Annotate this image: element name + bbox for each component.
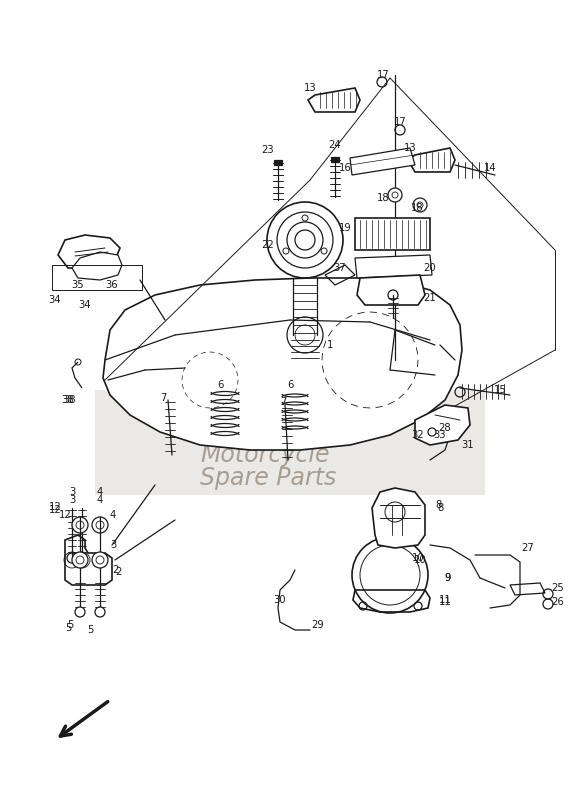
Text: 13: 13 [304, 83, 316, 93]
Text: 22: 22 [262, 240, 274, 250]
Text: 10: 10 [412, 553, 424, 563]
Text: 17: 17 [394, 117, 406, 127]
Text: 34: 34 [79, 300, 91, 310]
Text: 19: 19 [339, 223, 351, 233]
Text: 4: 4 [97, 487, 103, 497]
Text: 30: 30 [274, 595, 286, 605]
Polygon shape [65, 535, 112, 585]
Polygon shape [350, 148, 415, 175]
Polygon shape [510, 583, 545, 595]
Circle shape [75, 607, 85, 617]
Text: 28: 28 [439, 423, 451, 433]
Circle shape [95, 607, 105, 617]
Circle shape [413, 198, 427, 212]
Text: 24: 24 [329, 140, 341, 150]
Text: 37: 37 [334, 263, 346, 273]
Text: Motorcycle: Motorcycle [200, 443, 329, 467]
Polygon shape [103, 278, 462, 450]
Text: 31: 31 [461, 440, 474, 450]
Polygon shape [357, 275, 425, 305]
Polygon shape [58, 235, 120, 268]
Text: 1: 1 [327, 340, 333, 350]
Text: 12: 12 [58, 510, 71, 520]
Polygon shape [415, 405, 470, 445]
Text: 35: 35 [72, 280, 85, 290]
Circle shape [92, 517, 108, 533]
Text: 7: 7 [280, 397, 286, 407]
Text: 12: 12 [49, 502, 61, 512]
Bar [95, 390, 485, 495]
Text: 32: 32 [412, 430, 424, 440]
Text: 2: 2 [115, 567, 121, 577]
Text: 34: 34 [49, 295, 61, 305]
Text: 5: 5 [67, 620, 73, 630]
Text: 9: 9 [445, 573, 451, 583]
Text: 2: 2 [112, 565, 118, 575]
Text: 11: 11 [439, 595, 452, 605]
Bar [355, 218, 430, 250]
Text: 6: 6 [287, 380, 293, 390]
Text: 3: 3 [69, 495, 75, 505]
Circle shape [72, 552, 88, 568]
Text: 21: 21 [424, 293, 437, 303]
Text: 8: 8 [437, 503, 443, 513]
Text: MSP: MSP [200, 392, 343, 448]
Text: 16: 16 [339, 163, 351, 173]
Circle shape [388, 188, 402, 202]
Text: 6: 6 [217, 380, 223, 390]
Text: 11: 11 [439, 597, 452, 607]
Text: 5: 5 [65, 623, 71, 633]
Text: 25: 25 [552, 583, 565, 593]
Text: 3: 3 [69, 487, 75, 497]
Text: 10: 10 [413, 555, 426, 565]
Text: 12: 12 [49, 505, 61, 515]
Circle shape [72, 517, 88, 533]
Text: 38: 38 [62, 395, 74, 405]
Text: 18: 18 [377, 193, 389, 203]
Bar [52, 265, 142, 290]
Text: 20: 20 [424, 263, 437, 273]
Text: Spare Parts: Spare Parts [200, 466, 336, 490]
Polygon shape [355, 255, 432, 278]
Polygon shape [372, 488, 425, 548]
Bar [331, 157, 339, 162]
Polygon shape [408, 148, 455, 172]
Text: 4: 4 [110, 510, 116, 520]
Text: 13: 13 [404, 143, 416, 153]
Text: 38: 38 [64, 395, 76, 405]
Text: 27: 27 [522, 543, 534, 553]
Text: 3: 3 [110, 540, 116, 550]
Text: 18: 18 [411, 203, 423, 213]
Polygon shape [308, 88, 360, 112]
Text: 33: 33 [434, 430, 446, 440]
Text: 9: 9 [445, 573, 451, 583]
Bar [274, 160, 282, 165]
Circle shape [92, 552, 108, 568]
Text: 26: 26 [552, 597, 565, 607]
Text: 7: 7 [160, 393, 166, 403]
Text: 29: 29 [312, 620, 324, 630]
Text: 8: 8 [435, 500, 441, 510]
Text: 36: 36 [106, 280, 118, 290]
Text: 15: 15 [494, 385, 507, 395]
Text: 23: 23 [262, 145, 274, 155]
Polygon shape [72, 252, 122, 280]
Text: 5: 5 [87, 625, 93, 635]
Text: 4: 4 [97, 495, 103, 505]
Text: 17: 17 [376, 70, 389, 80]
Text: 14: 14 [483, 163, 496, 173]
